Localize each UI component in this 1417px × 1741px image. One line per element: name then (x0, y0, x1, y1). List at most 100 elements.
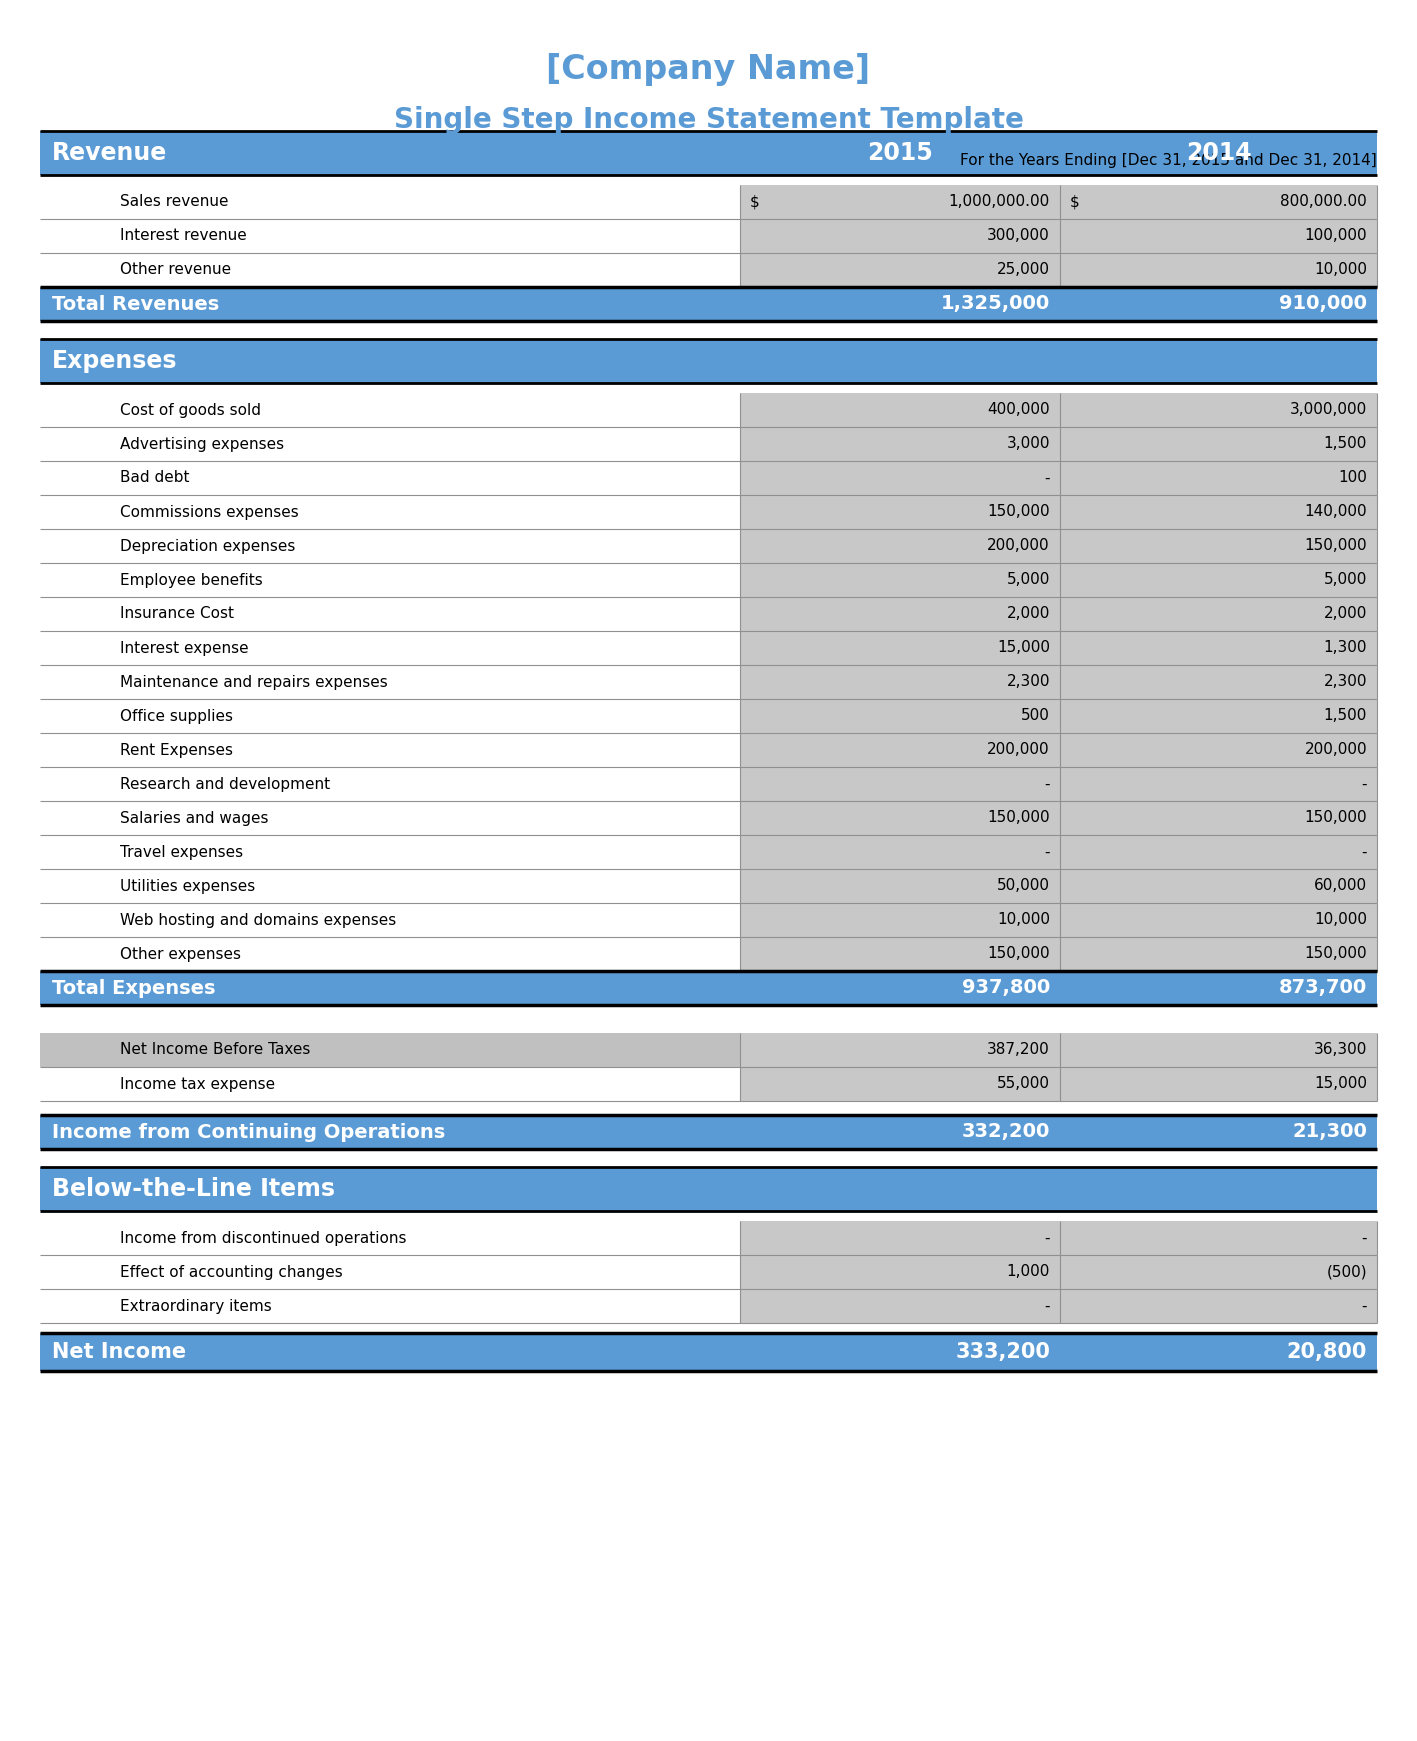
Text: Revenue: Revenue (52, 141, 167, 165)
Text: 937,800: 937,800 (962, 978, 1050, 998)
Text: 910,000: 910,000 (1280, 294, 1367, 313)
Text: Interest expense: Interest expense (120, 641, 248, 656)
Bar (740, 768, 1060, 801)
Text: 25,000: 25,000 (998, 263, 1050, 277)
Bar (1060, 937, 1377, 971)
Text: 3,000,000: 3,000,000 (1289, 402, 1367, 418)
Bar (40, 494, 1377, 529)
Text: Depreciation expenses: Depreciation expenses (120, 538, 295, 554)
Text: Effect of accounting changes: Effect of accounting changes (120, 1264, 343, 1280)
Bar (40, 665, 1377, 698)
Bar (40, 1067, 1377, 1100)
Text: 21,300: 21,300 (1292, 1123, 1367, 1142)
Text: $: $ (750, 195, 760, 209)
Bar (740, 597, 1060, 630)
Text: 50,000: 50,000 (998, 879, 1050, 893)
Text: 1,500: 1,500 (1323, 437, 1367, 451)
Text: $: $ (1070, 195, 1080, 209)
Bar (1060, 427, 1377, 461)
Bar (40, 1220, 1377, 1255)
Text: Net Income: Net Income (52, 1342, 186, 1361)
Bar (40, 219, 1377, 252)
Text: Salaries and wages: Salaries and wages (120, 811, 268, 825)
Text: 60,000: 60,000 (1314, 879, 1367, 893)
Text: Maintenance and repairs expenses: Maintenance and repairs expenses (120, 674, 388, 689)
Bar (740, 562, 1060, 597)
Bar (1060, 1220, 1377, 1255)
Bar (1060, 904, 1377, 937)
Bar (40, 971, 1377, 1005)
Text: [Company Name]: [Company Name] (547, 54, 870, 87)
Text: Office supplies: Office supplies (120, 709, 232, 724)
Bar (1060, 1255, 1377, 1288)
Bar (1060, 869, 1377, 904)
Bar (40, 698, 1377, 733)
Text: Research and development: Research and development (120, 776, 330, 792)
Bar (1060, 1288, 1377, 1323)
Text: Below-the-Line Items: Below-the-Line Items (52, 1177, 334, 1201)
Bar (40, 904, 1377, 937)
Bar (1060, 768, 1377, 801)
Text: Web hosting and domains expenses: Web hosting and domains expenses (120, 912, 397, 928)
Bar (1060, 461, 1377, 494)
Bar (740, 185, 1060, 219)
Text: 200,000: 200,000 (988, 538, 1050, 554)
Text: 1,325,000: 1,325,000 (941, 294, 1050, 313)
Text: 3,000: 3,000 (1006, 437, 1050, 451)
Bar (740, 937, 1060, 971)
Text: 150,000: 150,000 (1305, 811, 1367, 825)
Text: 150,000: 150,000 (988, 505, 1050, 519)
Text: Income tax expense: Income tax expense (120, 1076, 275, 1092)
Bar (1060, 698, 1377, 733)
Bar (40, 393, 1377, 427)
Text: Expenses: Expenses (52, 348, 177, 373)
Text: -: - (1362, 1299, 1367, 1313)
Text: 150,000: 150,000 (988, 947, 1050, 961)
Text: -: - (1362, 776, 1367, 792)
Text: 1,500: 1,500 (1323, 709, 1367, 724)
Text: 36,300: 36,300 (1314, 1043, 1367, 1057)
Bar (1060, 1067, 1377, 1100)
Text: 15,000: 15,000 (998, 641, 1050, 656)
Bar (40, 1334, 1377, 1370)
Bar (1060, 665, 1377, 698)
Text: 5,000: 5,000 (1006, 573, 1050, 587)
Bar (740, 427, 1060, 461)
Text: 873,700: 873,700 (1278, 978, 1367, 998)
Bar (740, 393, 1060, 427)
Text: Commissions expenses: Commissions expenses (120, 505, 299, 519)
Bar (740, 219, 1060, 252)
Text: 2,000: 2,000 (1006, 606, 1050, 622)
Text: 150,000: 150,000 (988, 811, 1050, 825)
Bar (1060, 630, 1377, 665)
Text: 55,000: 55,000 (998, 1076, 1050, 1092)
Bar (740, 904, 1060, 937)
Text: 500: 500 (1022, 709, 1050, 724)
Bar (1060, 1032, 1377, 1067)
Bar (40, 768, 1377, 801)
Text: -: - (1044, 844, 1050, 860)
Bar (740, 1067, 1060, 1100)
Bar (40, 252, 1377, 287)
Bar (740, 1032, 1060, 1067)
Text: Utilities expenses: Utilities expenses (120, 879, 255, 893)
Text: 150,000: 150,000 (1305, 538, 1367, 554)
Bar (40, 1032, 1377, 1067)
Text: 2,300: 2,300 (1323, 674, 1367, 689)
Bar (740, 529, 1060, 562)
Text: 800,000.00: 800,000.00 (1280, 195, 1367, 209)
Bar (1060, 733, 1377, 768)
Text: (500): (500) (1326, 1264, 1367, 1280)
Text: 10,000: 10,000 (998, 912, 1050, 928)
Bar (40, 801, 1377, 836)
Text: 2015: 2015 (867, 141, 932, 165)
Text: 1,000: 1,000 (1006, 1264, 1050, 1280)
Bar (740, 461, 1060, 494)
Text: 333,200: 333,200 (955, 1342, 1050, 1361)
Bar (740, 698, 1060, 733)
Text: Sales revenue: Sales revenue (120, 195, 228, 209)
Text: Advertising expenses: Advertising expenses (120, 437, 285, 451)
Bar (40, 287, 1377, 320)
Text: Insurance Cost: Insurance Cost (120, 606, 234, 622)
Text: 1,300: 1,300 (1323, 641, 1367, 656)
